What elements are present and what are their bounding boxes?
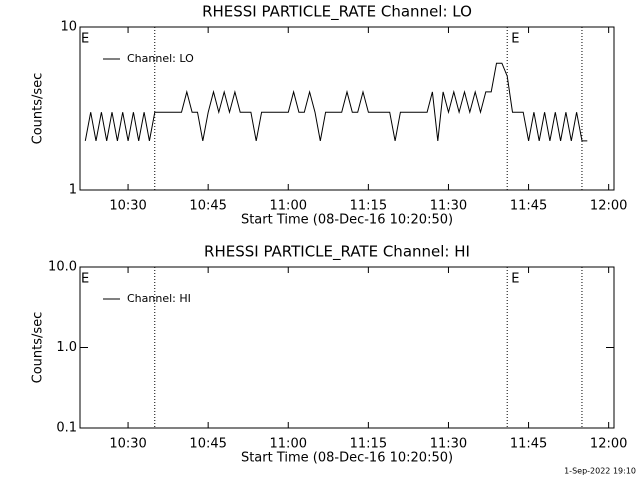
x-axis-label: Start Time (08-Dec-16 10:20:50) [241,213,453,228]
chart-title: RHESSI PARTICLE_RATE Channel: HI [204,243,470,262]
x-tick-label: 10:30 [109,199,146,214]
annotation: E [81,32,89,47]
y-tick-label: 10.0 [48,260,77,275]
x-tick-label: 11:45 [510,437,547,452]
x-tick-label: 10:45 [189,199,226,214]
y-tick-label: 1.0 [56,340,77,355]
x-tick-label: 11:30 [430,199,467,214]
x-tick-label: 10:30 [109,437,146,452]
chart-title: RHESSI PARTICLE_RATE Channel: LO [202,3,472,22]
legend-label: Channel: HI [127,292,191,305]
plot-frame [79,26,615,191]
y-tick-label: 0.1 [56,421,77,436]
x-tick-label: 12:00 [590,437,627,452]
x-tick-label: 10:45 [189,437,226,452]
legend-label: Channel: LO [127,52,194,65]
x-tick-label: 11:30 [430,437,467,452]
annotation: E [511,272,519,287]
y-axis-label: Counts/sec [31,312,46,384]
x-tick-label: 12:00 [590,199,627,214]
y-tick-label: 10 [60,20,77,35]
x-tick-label: 11:00 [270,437,307,452]
x-tick-label: 11:15 [350,199,387,214]
x-tick-label: 11:45 [510,199,547,214]
y-tick-label: 1 [69,183,77,198]
x-tick-label: 11:15 [350,437,387,452]
x-axis-label: Start Time (08-Dec-16 10:20:50) [241,451,453,466]
annotation: E [511,32,519,47]
y-axis-label: Counts/sec [31,73,46,145]
annotation: E [81,272,89,287]
data-line [84,62,588,142]
footer: 1-Sep-2022 19:10 [564,467,636,476]
x-tick-label: 11:00 [270,199,307,214]
